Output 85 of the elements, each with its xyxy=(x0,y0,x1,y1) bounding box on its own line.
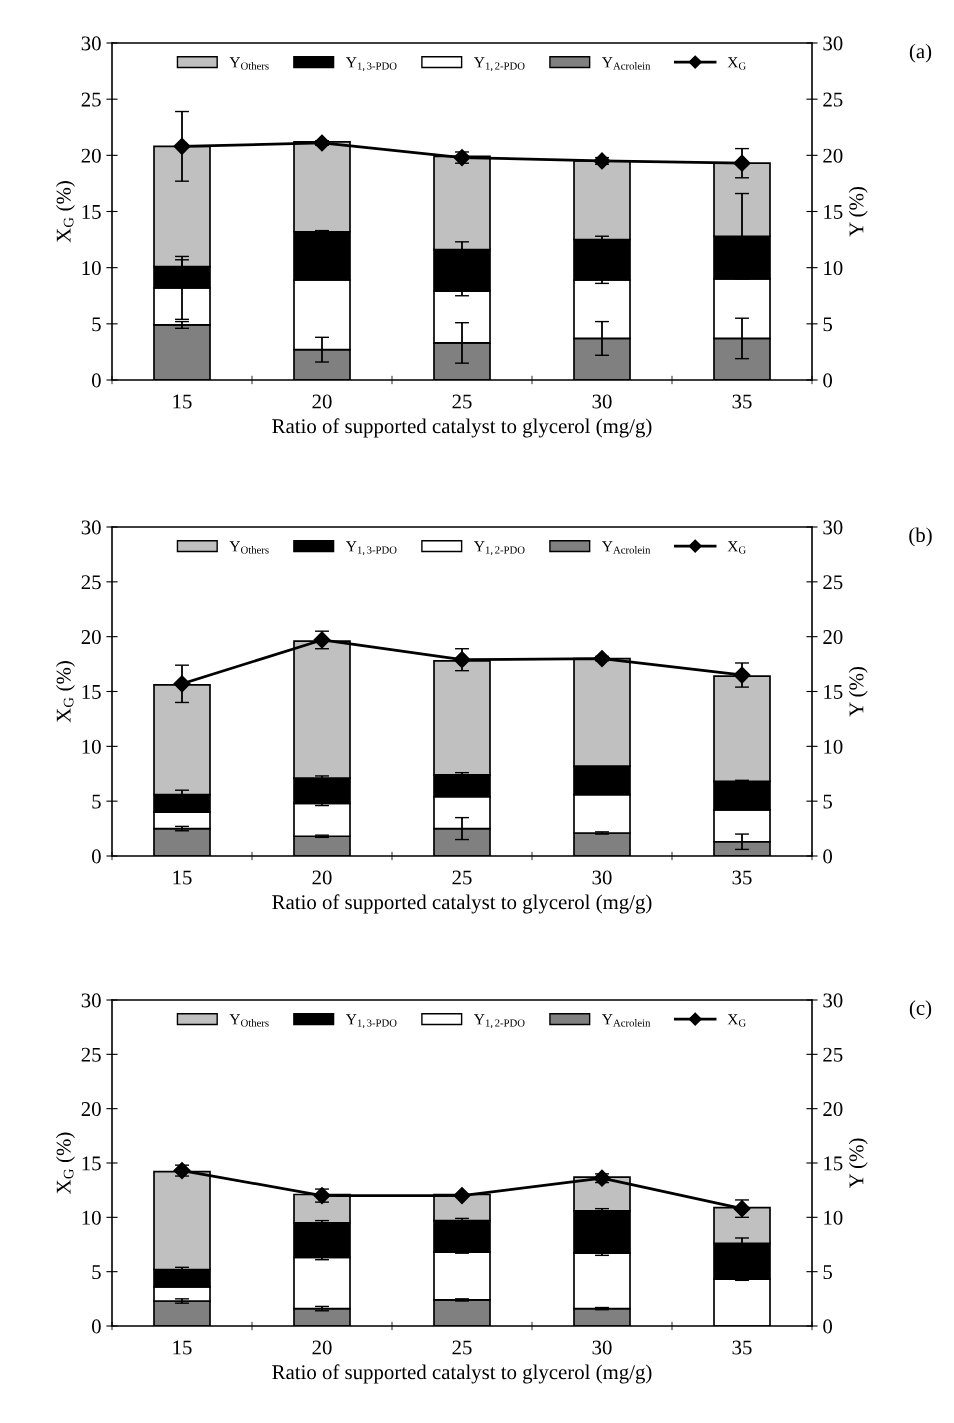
legend-label: X$_{G}$ xyxy=(727,541,746,554)
y2-tick-label: 25 xyxy=(823,92,843,107)
y2-tick-label: 30 xyxy=(823,36,843,51)
x-tick-label: 30 xyxy=(592,1340,612,1355)
y-axis-title: X$_{G}$ (%) xyxy=(56,661,75,723)
y2-axis-title: Y (%) xyxy=(848,1138,868,1189)
legend-label: Y$_{1,2-PDO}$ xyxy=(474,57,525,72)
y2-tick-label: 0 xyxy=(823,373,833,388)
y-tick-label: 20 xyxy=(81,1102,101,1117)
x-tick-label: 25 xyxy=(452,1340,472,1355)
y-tick-label: 10 xyxy=(82,739,101,754)
y2-tick-label: 5 xyxy=(823,1265,833,1280)
legend-label: Y$_{1,2-PDO}$ xyxy=(474,1014,525,1029)
x-tick-label: 35 xyxy=(732,870,752,885)
legend-label: X$_{G}$ xyxy=(727,1014,746,1027)
y2-tick-label: 5 xyxy=(823,794,833,809)
x-tick-label: 15 xyxy=(173,870,192,885)
legend-label: Y$_{1,3-PDO}$ xyxy=(345,1014,397,1029)
x-tick-label: 15 xyxy=(173,394,192,409)
y-axis-title: X$_{G}$ (%) xyxy=(56,181,75,243)
y2-tick-label: 10 xyxy=(824,261,843,276)
y-tick-label: 5 xyxy=(92,317,101,332)
y-tick-label: 25 xyxy=(81,92,101,107)
x-axis-title: Ratio of supported catalyst to glycerol (mg/g) xyxy=(272,1364,652,1384)
x-tick-label: 20 xyxy=(312,394,332,409)
y-tick-label: 25 xyxy=(81,575,101,590)
y2-tick-label: 20 xyxy=(823,630,843,645)
x-tick-label: 25 xyxy=(452,870,472,885)
legend-label: Y$_{Acrolein}$ xyxy=(602,541,651,554)
point xyxy=(453,1187,471,1205)
x-tick-label: 25 xyxy=(452,394,472,409)
y-tick-label: 15 xyxy=(82,204,101,219)
legend-label: Y$_{1,3-PDO}$ xyxy=(345,541,397,556)
x-tick-label: 30 xyxy=(592,870,612,885)
y2-tick-label: 15 xyxy=(824,204,843,219)
y2-tick-label: 30 xyxy=(823,520,843,535)
y-tick-label: 25 xyxy=(81,1047,101,1062)
y-tick-label: 10 xyxy=(82,1210,101,1225)
x-tick-label: 20 xyxy=(312,1340,332,1355)
y2-axis-title: Y (%) xyxy=(848,187,868,237)
y-tick-label: 5 xyxy=(92,794,101,809)
x-tick-label: 20 xyxy=(312,870,332,885)
y-tick-label: 0 xyxy=(91,373,101,388)
y2-tick-label: 0 xyxy=(823,1319,833,1334)
x-tick-label: 15 xyxy=(173,1340,192,1355)
text: (c) xyxy=(909,1000,932,1020)
y-tick-label: 15 xyxy=(82,684,101,699)
x-axis-title: Ratio of supported catalyst to glycerol (mg/g) xyxy=(272,418,652,438)
y-tick-label: 0 xyxy=(91,849,101,864)
y2-tick-label: 20 xyxy=(823,1102,843,1117)
y2-tick-label: 20 xyxy=(823,148,843,163)
legend-label: Y$_{1,2-PDO}$ xyxy=(474,541,525,556)
x-tick-label: 30 xyxy=(592,394,612,409)
y2-tick-label: 0 xyxy=(823,849,833,864)
y2-tick-label: 15 xyxy=(824,684,843,699)
legend-label: X$_{G}$ xyxy=(727,57,746,70)
legend-label: Y$_{Others}$ xyxy=(229,541,269,554)
y-tick-label: 15 xyxy=(82,1156,101,1171)
y2-tick-label: 30 xyxy=(823,993,843,1008)
text: (a) xyxy=(909,43,932,63)
y-tick-label: 5 xyxy=(92,1265,101,1280)
y-tick-label: 20 xyxy=(81,630,101,645)
x-tick-label: 35 xyxy=(732,394,752,409)
legend-label: Y$_{Acrolein}$ xyxy=(602,57,651,70)
y-tick-label: 20 xyxy=(81,148,101,163)
legend-label: Y$_{Acrolein}$ xyxy=(602,1014,651,1027)
y2-tick-label: 25 xyxy=(823,575,843,590)
y-tick-label: 30 xyxy=(81,520,101,535)
y2-tick-label: 10 xyxy=(824,1210,843,1225)
legend-label: Y$_{1,3-PDO}$ xyxy=(345,57,397,72)
y2-axis-title: Y (%) xyxy=(848,667,868,717)
y-tick-label: 0 xyxy=(91,1319,101,1334)
y-tick-label: 30 xyxy=(81,36,101,51)
y-tick-label: 30 xyxy=(81,993,101,1008)
legend-label: Y$_{Others}$ xyxy=(229,57,269,70)
y-tick-label: 10 xyxy=(82,261,101,276)
x-axis-title: Ratio of supported catalyst to glycerol (mg/g) xyxy=(272,894,652,914)
y-axis-title: X$_{G}$ (%) xyxy=(56,1132,75,1194)
y2-tick-label: 10 xyxy=(824,739,843,754)
x-tick-label: 35 xyxy=(732,1340,752,1355)
y2-tick-label: 15 xyxy=(824,1156,843,1171)
y2-tick-label: 5 xyxy=(823,317,833,332)
y2-tick-label: 25 xyxy=(823,1047,843,1062)
text: (b) xyxy=(909,527,932,547)
legend-label: Y$_{Others}$ xyxy=(229,1014,269,1027)
